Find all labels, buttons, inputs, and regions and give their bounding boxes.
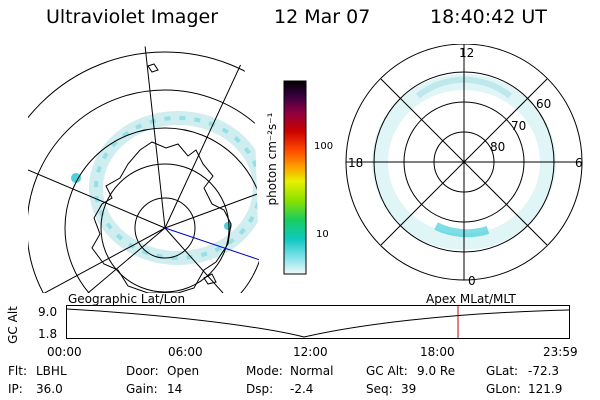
time-tick-2359: 23:59 xyxy=(543,345,578,359)
geo-caption: Geographic Lat/Lon xyxy=(68,292,186,306)
gain-value: 14 xyxy=(167,382,183,396)
door-label: Door: xyxy=(126,364,159,378)
time-tick-0600: 06:00 xyxy=(168,345,203,359)
color-bar xyxy=(283,80,307,275)
mlt-label-0: 0 xyxy=(468,274,476,288)
glon-label: GLon: xyxy=(486,382,521,396)
ip-value: 36.0 xyxy=(36,382,63,396)
mlat-label-60: 60 xyxy=(536,97,552,111)
altitude-curve xyxy=(66,308,570,338)
altitude-tick-max: 9.0 xyxy=(38,305,58,319)
glon-value: 121.9 xyxy=(528,382,563,396)
filter-label: Flt: xyxy=(8,364,27,378)
mode-label: Mode: xyxy=(246,364,283,378)
polar-plot xyxy=(345,44,583,281)
colorbar-unit-label: photon cm⁻²s⁻¹ xyxy=(265,112,279,206)
mlat-label-70: 70 xyxy=(511,119,527,133)
time-tick-1800: 18:00 xyxy=(420,345,455,359)
geographic-map xyxy=(28,46,260,293)
date-text: 12 Mar 07 xyxy=(274,6,371,28)
seq-label: Seq: xyxy=(366,382,393,396)
mlt-label-12: 12 xyxy=(459,46,475,60)
filter-value: LBHL xyxy=(36,364,67,378)
app-title: Ultraviolet Imager xyxy=(46,6,219,28)
time-tick-1200: 12:00 xyxy=(293,345,328,359)
mlat-label-80: 80 xyxy=(490,140,506,154)
dsp-label: Dsp: xyxy=(246,382,274,396)
colorbar-tick-10: 10 xyxy=(316,229,329,240)
gain-label: Gain: xyxy=(126,382,158,396)
altitude-tick-min: 1.8 xyxy=(38,327,58,341)
door-value: Open xyxy=(167,364,200,378)
glat-label: GLat: xyxy=(486,364,519,378)
time-text: 18:40:42 UT xyxy=(430,6,547,28)
polar-caption: Apex MLat/MLT xyxy=(426,292,516,306)
mlt-label-6: 6 xyxy=(575,156,583,170)
altitude-plot xyxy=(66,305,570,339)
mode-value: Normal xyxy=(290,364,334,378)
time-tick-0000: 00:00 xyxy=(47,345,82,359)
gcalt-value: 9.0 Re xyxy=(417,364,456,378)
gcalt-label: GC Alt: xyxy=(366,364,408,378)
altitude-axis-label: GC Alt xyxy=(5,306,20,344)
colorbar-tick-100: 100 xyxy=(314,141,334,152)
ip-label: IP: xyxy=(8,382,23,396)
seq-value: 39 xyxy=(401,382,417,396)
mlt-label-18: 18 xyxy=(348,156,364,170)
dsp-value: -2.4 xyxy=(290,382,314,396)
auroral-emission xyxy=(71,111,260,265)
glat-value: -72.3 xyxy=(528,364,560,378)
